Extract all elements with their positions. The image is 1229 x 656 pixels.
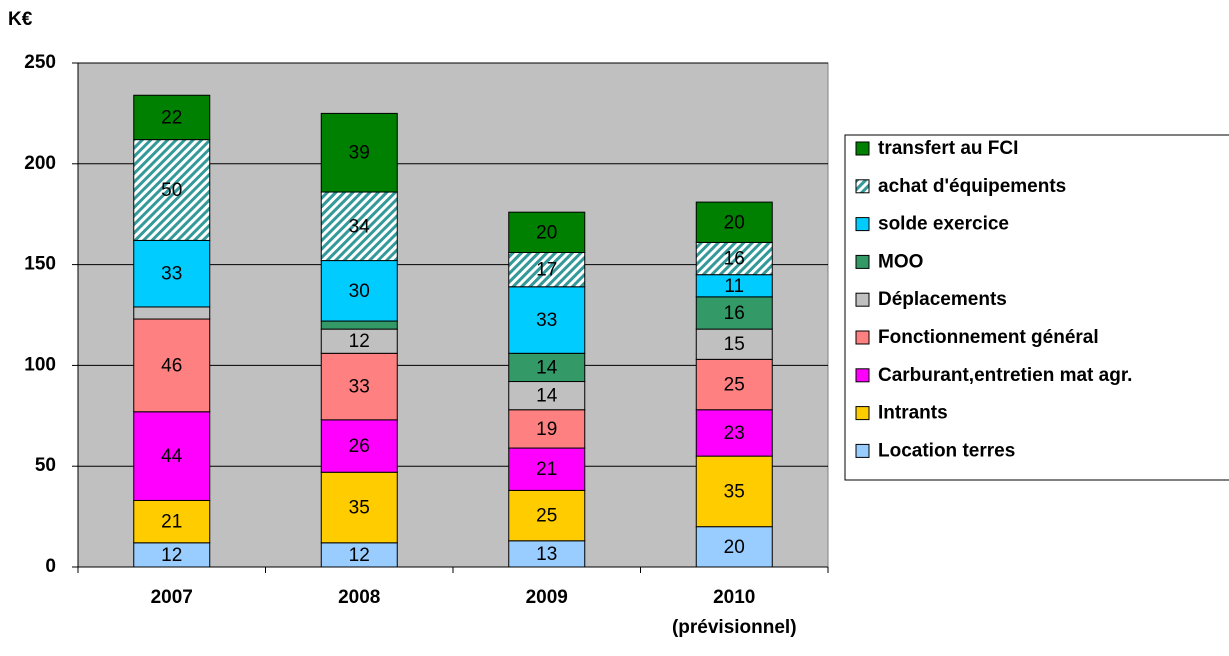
legend-swatch (855, 179, 870, 194)
data-label: 22 (161, 107, 182, 128)
data-label: 21 (536, 459, 557, 480)
data-label: 11 (724, 276, 744, 297)
y-tick-label: 150 (24, 254, 56, 275)
legend-swatch (855, 141, 870, 156)
legend-label: transfert au FCI (878, 138, 1018, 159)
data-label: 33 (161, 264, 182, 285)
data-label: 20 (536, 222, 557, 243)
bar-segment (508, 489, 586, 542)
bar-segment (695, 409, 773, 457)
legend-swatch (855, 217, 870, 232)
bar-segment (133, 139, 211, 241)
data-label: 15 (724, 334, 745, 355)
data-label: 33 (349, 377, 370, 398)
data-label: 23 (724, 423, 745, 444)
y-tick-label: 0 (45, 556, 56, 577)
bar-segment (133, 499, 211, 544)
legend-label: Intrants (878, 403, 948, 424)
legend-box (844, 134, 1229, 481)
data-label: 12 (349, 331, 370, 352)
bar-segment (508, 381, 586, 411)
y-axis-label: K€ (8, 9, 33, 30)
data-label: 25 (536, 506, 557, 527)
y-tick-label: 50 (35, 455, 56, 476)
legend-label: Location terres (878, 440, 1015, 461)
bar-segment (695, 526, 773, 568)
bar-segment (133, 318, 211, 413)
bar-segment (320, 328, 398, 354)
x-tick-label: 2007 (150, 587, 193, 608)
bar-segment (133, 239, 211, 308)
data-label: 12 (161, 545, 182, 566)
data-label: 17 (536, 260, 557, 281)
legend-label: Fonctionnement général (878, 327, 1099, 348)
legend-label: solde exercice (878, 214, 1009, 235)
data-label: 46 (161, 355, 182, 376)
data-label: 14 (536, 386, 558, 407)
data-label: 25 (724, 375, 745, 396)
data-label: 13 (536, 544, 557, 565)
bar-segment (320, 260, 398, 322)
legend-swatch (855, 330, 870, 345)
data-label: 19 (536, 419, 557, 440)
x-tick-label: 2008 (338, 587, 381, 608)
data-label: 21 (161, 512, 182, 533)
bar-segment (508, 540, 586, 568)
data-label: 20 (724, 537, 745, 558)
data-label: 14 (536, 357, 558, 378)
legend-swatch (855, 443, 870, 458)
bar-segment (320, 419, 398, 473)
bar-segment (695, 328, 773, 360)
bar-segment (508, 286, 586, 354)
data-label: 20 (724, 212, 745, 233)
bar-segment (508, 352, 586, 383)
data-label: 16 (724, 249, 745, 270)
data-label: 39 (349, 143, 370, 164)
bar-segment (320, 471, 398, 544)
legend-label: MOO (878, 251, 923, 272)
legend-label: achat d'équipements (878, 176, 1066, 197)
data-label: 30 (349, 281, 370, 302)
legend-swatch (855, 406, 870, 421)
data-label: 35 (724, 481, 745, 502)
bar-segment (508, 252, 586, 288)
bar-segment (320, 320, 398, 330)
bar-segment (508, 447, 586, 491)
legend-swatch (855, 368, 870, 383)
legend-label: Carburant,entretien mat agr. (878, 365, 1132, 386)
bar-segment (695, 201, 773, 243)
bar-segment (508, 211, 586, 254)
bar-segment (133, 94, 211, 141)
data-label: 35 (349, 498, 370, 519)
y-tick-label: 100 (24, 354, 56, 375)
bar-segment (320, 352, 398, 421)
legend-label: Déplacements (878, 289, 1007, 310)
data-label: 50 (161, 180, 182, 201)
data-label: 33 (536, 310, 557, 331)
bar-segment (320, 112, 398, 193)
y-tick-label: 250 (24, 52, 56, 73)
data-label: 26 (349, 436, 370, 457)
data-label: 34 (349, 216, 371, 237)
bar-segment (508, 409, 586, 449)
legend-swatch (855, 254, 870, 269)
data-label: 12 (349, 545, 370, 566)
legend-swatch (855, 292, 870, 307)
bar-segment (320, 191, 398, 262)
data-label: 44 (161, 446, 183, 467)
bar-segment (133, 306, 211, 320)
data-label: 16 (724, 303, 745, 324)
x-tick-label: 2009 (525, 587, 568, 608)
y-tick-label: 200 (24, 153, 56, 174)
bar-segment (320, 542, 398, 568)
x-tick-label: 2010 (prévisionnel) (671, 587, 797, 638)
bar-segment (695, 296, 773, 330)
